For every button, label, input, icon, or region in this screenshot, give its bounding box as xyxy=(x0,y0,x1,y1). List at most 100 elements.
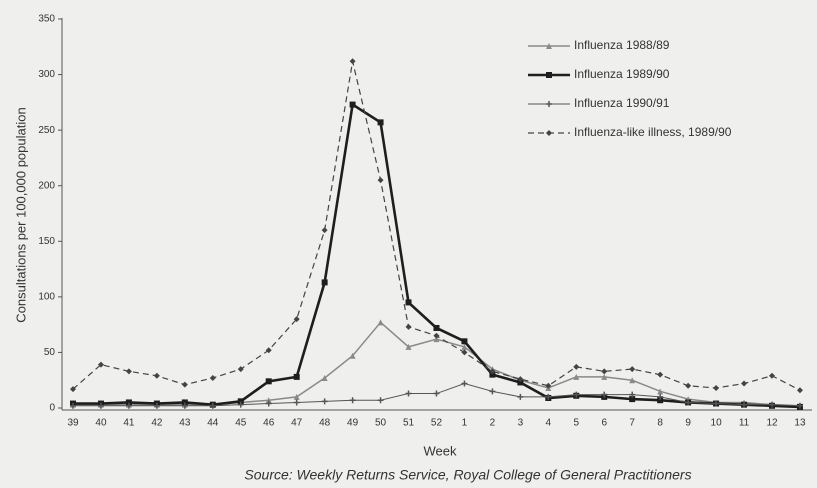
x-tick-label: 51 xyxy=(403,418,415,429)
point xyxy=(657,371,664,378)
point xyxy=(629,396,636,403)
point xyxy=(377,177,384,184)
point xyxy=(265,400,272,407)
point xyxy=(461,380,468,387)
point xyxy=(181,381,188,388)
x-tick-label: 5 xyxy=(573,418,579,429)
point xyxy=(377,119,384,126)
y-tick-label: 0 xyxy=(49,403,55,414)
x-tick-label: 52 xyxy=(431,418,443,429)
x-tick-label: 44 xyxy=(207,418,219,429)
point xyxy=(629,377,636,384)
legend-marker xyxy=(546,72,552,78)
point xyxy=(321,279,328,286)
point xyxy=(349,352,356,359)
point xyxy=(153,372,160,379)
point xyxy=(545,382,552,389)
point xyxy=(293,393,300,400)
point xyxy=(796,387,803,394)
x-tick-label: 47 xyxy=(291,418,303,429)
x-tick-label: 4 xyxy=(546,418,552,429)
point xyxy=(433,336,440,343)
legend-label: Influenza 1990/91 xyxy=(574,96,670,110)
point xyxy=(237,398,244,405)
point xyxy=(489,388,496,395)
y-tick-label: 150 xyxy=(38,236,55,247)
x-tick-label: 7 xyxy=(629,418,635,429)
point xyxy=(265,347,272,354)
point xyxy=(741,401,748,408)
x-tick-label: 1 xyxy=(462,418,468,429)
legend-marker xyxy=(546,130,552,136)
point xyxy=(657,388,664,395)
point xyxy=(796,402,803,409)
point xyxy=(629,366,636,373)
x-tick-label: 12 xyxy=(766,418,778,429)
x-tick-label: 48 xyxy=(319,418,331,429)
point xyxy=(321,227,328,234)
point xyxy=(517,376,524,383)
point xyxy=(321,398,328,405)
x-tick-label: 10 xyxy=(711,418,723,429)
point xyxy=(769,372,775,379)
point xyxy=(573,373,580,380)
point xyxy=(209,374,216,381)
point xyxy=(489,371,496,378)
legend-label: Influenza-like illness, 1989/90 xyxy=(574,125,732,139)
point xyxy=(405,390,412,397)
series-line xyxy=(73,102,801,409)
legend-label: Influenza 1989/90 xyxy=(574,67,670,81)
point xyxy=(685,399,692,406)
x-tick-label: 43 xyxy=(179,418,191,429)
point xyxy=(125,399,132,406)
y-tick-label: 50 xyxy=(44,347,56,358)
point xyxy=(181,399,188,406)
point xyxy=(657,393,664,400)
point xyxy=(377,319,384,326)
y-tick-label: 250 xyxy=(38,125,55,136)
point xyxy=(349,58,356,65)
x-tick-label: 45 xyxy=(235,418,247,429)
x-tick-label: 3 xyxy=(518,418,524,429)
point xyxy=(461,338,468,345)
point xyxy=(70,402,76,409)
x-tick-label: 46 xyxy=(263,418,275,429)
legend-label: Influenza 1988/89 xyxy=(574,38,670,52)
point xyxy=(405,323,412,330)
point xyxy=(433,332,440,339)
x-tick-label: 49 xyxy=(347,418,359,429)
point xyxy=(293,316,300,323)
point xyxy=(237,401,244,408)
x-tick-label: 39 xyxy=(67,418,79,429)
x-tick-label: 50 xyxy=(375,418,387,429)
point xyxy=(349,397,356,404)
point xyxy=(713,384,720,391)
point xyxy=(125,402,132,409)
x-tick-label: 13 xyxy=(794,418,806,429)
point xyxy=(517,379,524,386)
point xyxy=(405,343,412,350)
x-tick-label: 2 xyxy=(490,418,496,429)
point xyxy=(573,363,580,370)
point xyxy=(657,397,664,404)
point xyxy=(349,101,356,108)
point xyxy=(461,349,468,356)
x-tick-label: 41 xyxy=(123,418,135,429)
x-tick-label: 6 xyxy=(601,418,607,429)
point xyxy=(489,368,496,375)
point xyxy=(769,401,775,408)
point xyxy=(433,390,440,397)
point xyxy=(97,361,104,368)
x-tick-label: 42 xyxy=(151,418,163,429)
x-tick-label: 11 xyxy=(739,418,750,429)
x-tick-label: 40 xyxy=(95,418,107,429)
y-tick-label: 350 xyxy=(38,14,55,25)
x-axis-label: Week xyxy=(424,443,457,458)
x-tick-label: 8 xyxy=(657,418,663,429)
point xyxy=(433,324,440,331)
point xyxy=(545,393,552,400)
point xyxy=(461,343,468,350)
point xyxy=(629,391,636,398)
point xyxy=(237,366,244,373)
